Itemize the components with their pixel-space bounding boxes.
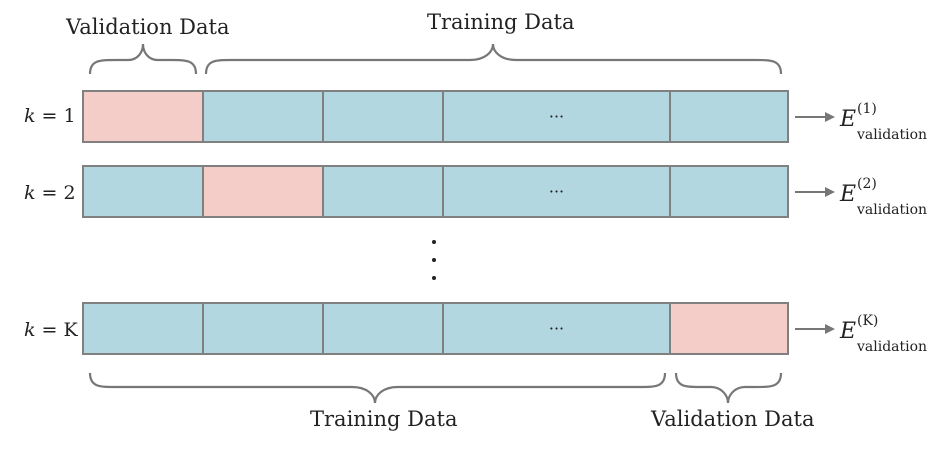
error-subscript: validation <box>857 202 928 218</box>
k-value: K <box>63 319 78 341</box>
fold-cell-ellipsis: ··· <box>442 90 671 143</box>
error-symbol: E <box>840 182 857 207</box>
bottom-training-label: Training Data <box>310 407 458 431</box>
ellipsis: ··· <box>548 319 565 338</box>
fold-cell-training <box>322 165 444 218</box>
ellipsis: ··· <box>548 182 565 201</box>
k-value: 2 <box>63 182 76 204</box>
bottom-validation-label: Validation Data <box>651 407 815 431</box>
fold-cell-ellipsis: ··· <box>442 165 671 218</box>
fold-cell-validation <box>82 90 204 143</box>
fold-cell-training <box>202 90 324 143</box>
vertical-ellipsis-icon <box>432 240 436 280</box>
fold-cell-training <box>82 165 204 218</box>
k-value: 1 <box>63 105 76 127</box>
arrow-icon <box>795 112 835 122</box>
k-variable: k <box>24 182 36 204</box>
top-training-label: Training Data <box>427 10 575 34</box>
arrow-icon <box>795 187 835 197</box>
equals-sign: = <box>35 105 64 127</box>
bottom-training-brace <box>88 372 667 404</box>
error-superscript: (K) <box>857 313 879 329</box>
error-superscript: (1) <box>857 101 877 117</box>
row-K-k-label: k = K <box>24 319 78 341</box>
equals-sign: = <box>35 319 64 341</box>
fold-cell-training <box>322 302 444 355</box>
validation-error-K: E (K) validation <box>840 313 927 355</box>
k-variable: k <box>24 319 36 341</box>
fold-cell-training <box>669 165 789 218</box>
validation-error-1: E (1) validation <box>840 101 927 143</box>
row-1-k-label: k = 1 <box>24 105 76 127</box>
validation-error-2: E (2) validation <box>840 176 927 218</box>
k-variable: k <box>24 105 36 127</box>
fold-cell-validation <box>202 165 324 218</box>
fold-row-2: ··· <box>82 165 789 218</box>
error-subscript: validation <box>857 339 928 355</box>
row-2-k-label: k = 2 <box>24 182 76 204</box>
fold-cell-training <box>669 90 789 143</box>
bottom-validation-brace <box>674 372 783 404</box>
fold-cell-training <box>82 302 204 355</box>
fold-cell-training <box>322 90 444 143</box>
top-validation-label: Validation Data <box>66 15 230 39</box>
fold-cell-validation <box>669 302 789 355</box>
fold-cell-training <box>202 302 324 355</box>
fold-cell-ellipsis: ··· <box>442 302 671 355</box>
arrow-icon <box>795 324 835 334</box>
top-training-brace <box>204 43 783 75</box>
fold-row-K: ··· <box>82 302 789 355</box>
equals-sign: = <box>35 182 64 204</box>
error-subscript: validation <box>857 127 928 143</box>
fold-row-1: ··· <box>82 90 789 143</box>
error-symbol: E <box>840 319 857 344</box>
error-symbol: E <box>840 107 857 132</box>
ellipsis: ··· <box>548 107 565 126</box>
error-superscript: (2) <box>857 176 877 192</box>
top-validation-brace <box>88 43 198 75</box>
